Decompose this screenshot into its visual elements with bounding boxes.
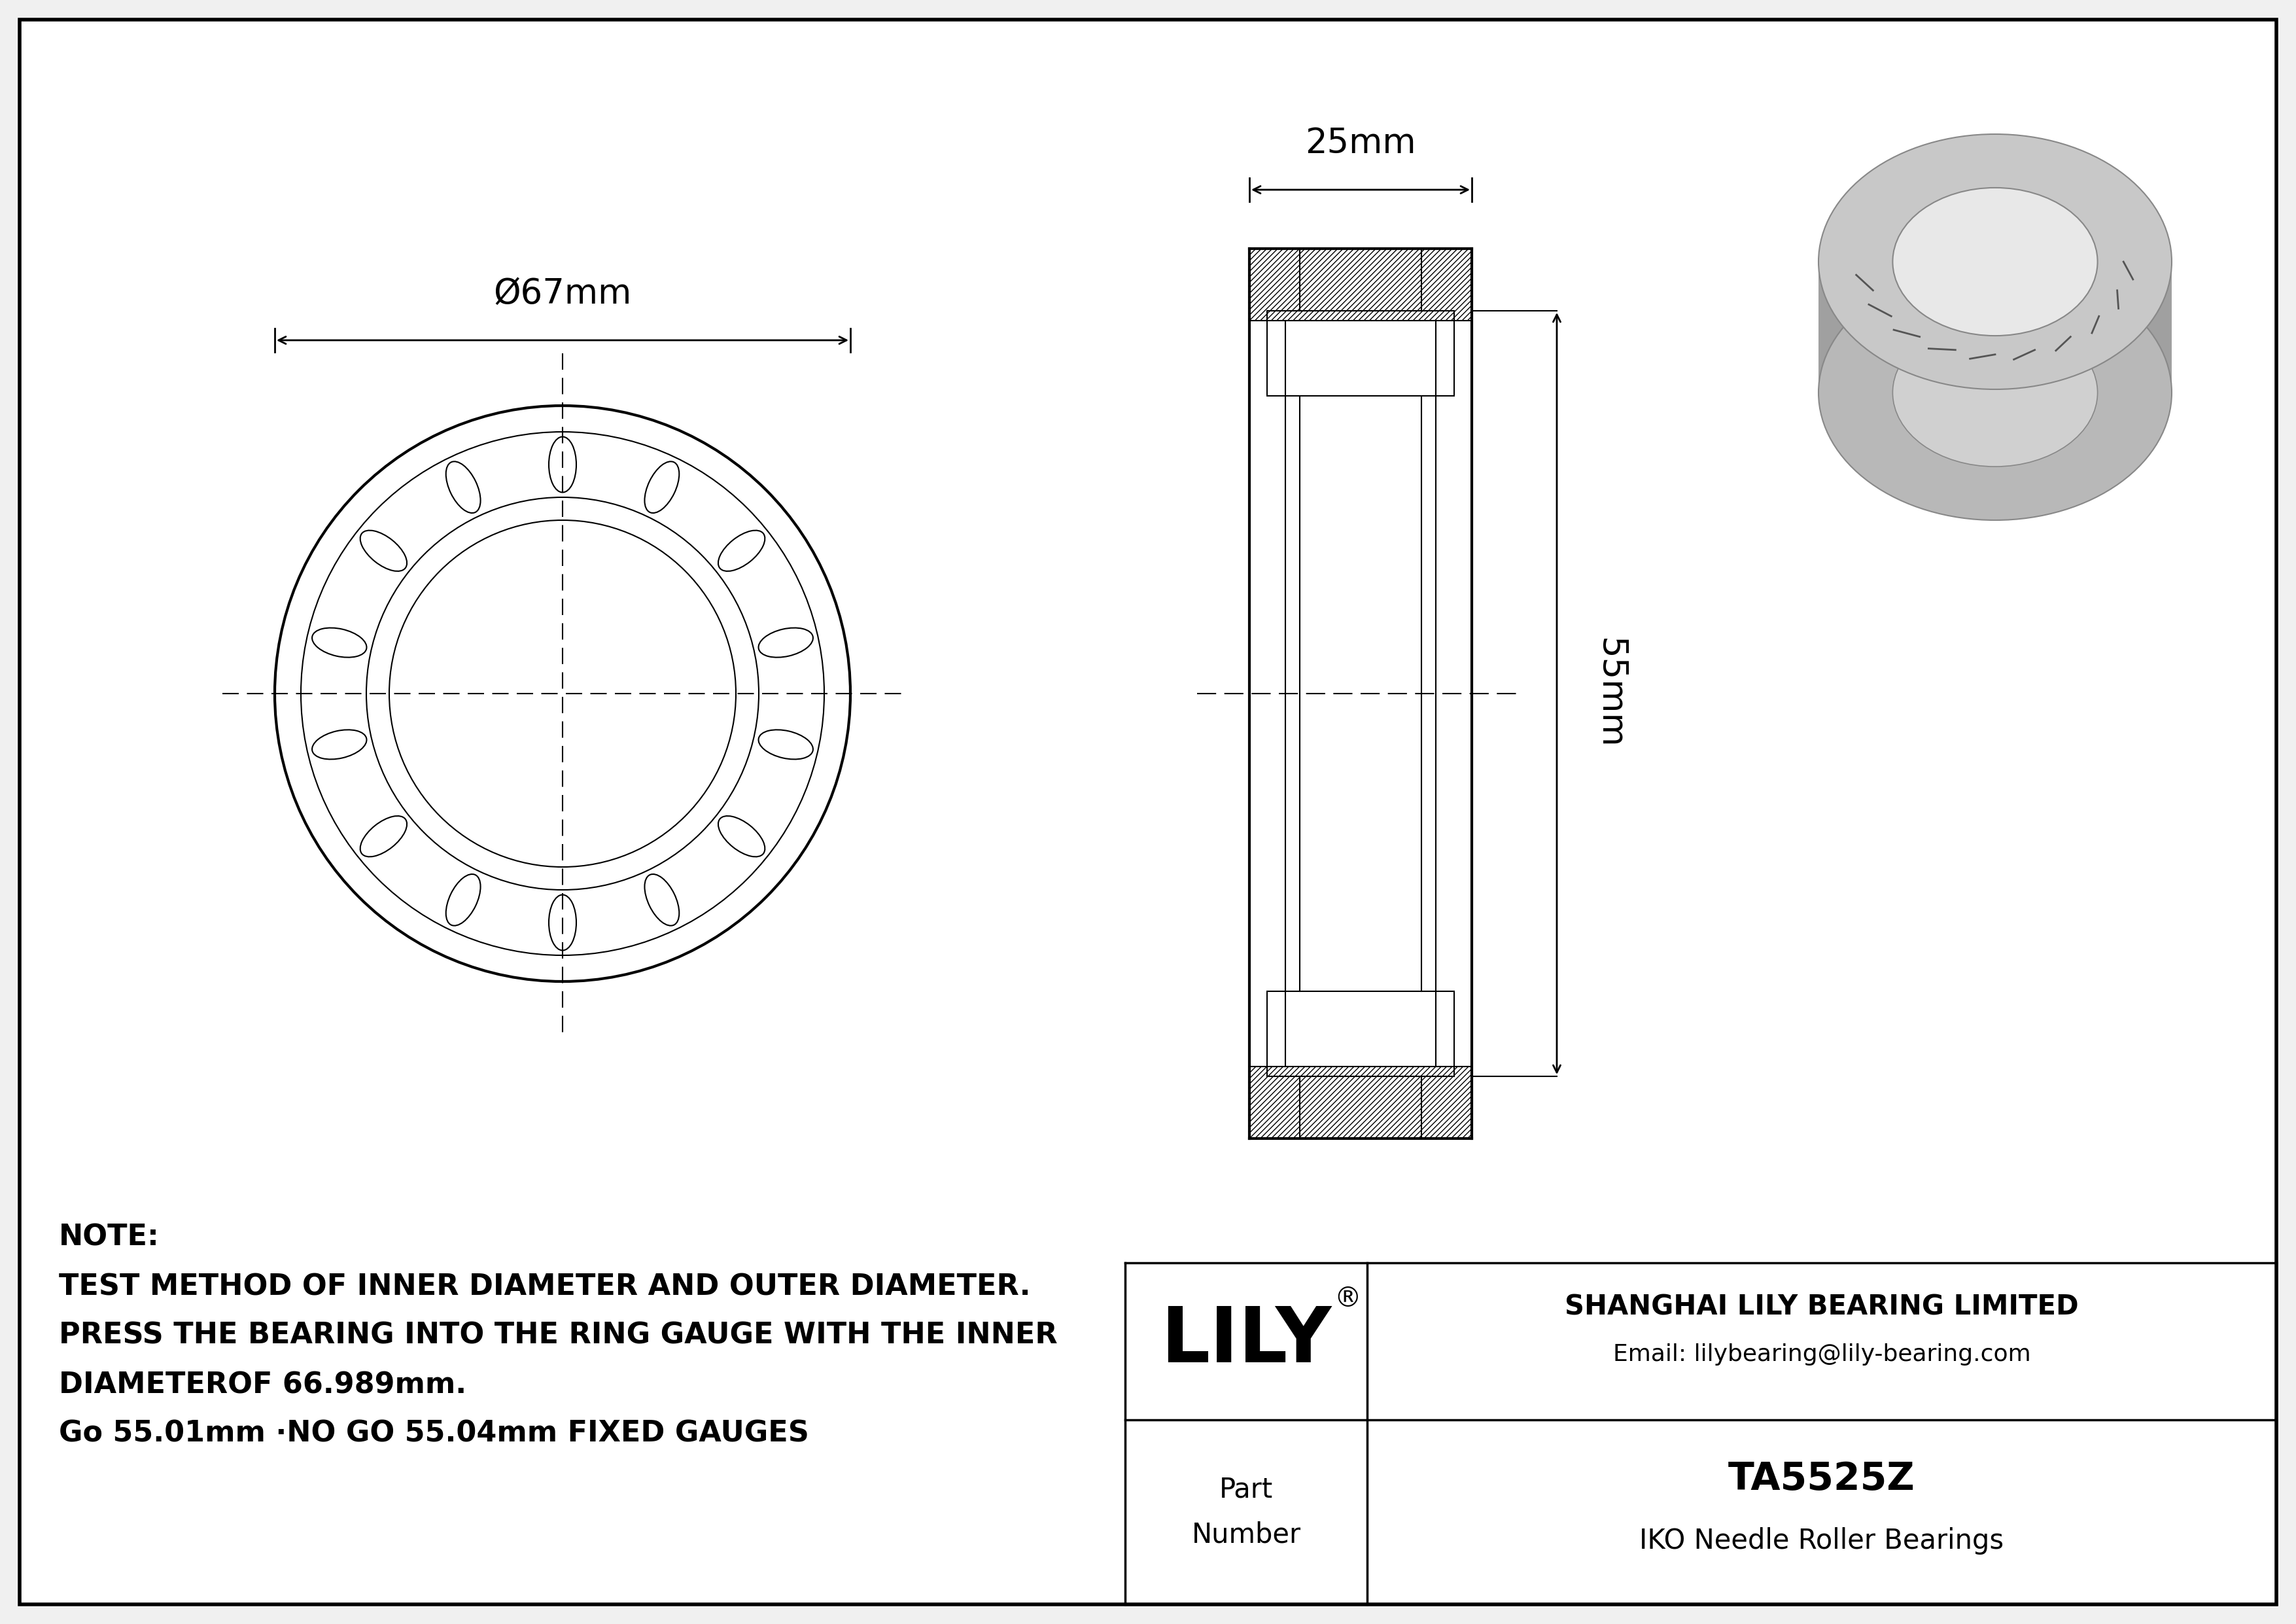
Text: IKO Needle Roller Bearings: IKO Needle Roller Bearings [1639,1527,2004,1554]
Text: 55mm: 55mm [1593,638,1628,749]
Text: Email: lilybearing@lily-bearing.com: Email: lilybearing@lily-bearing.com [1612,1343,2030,1366]
Text: Part
Number: Part Number [1192,1476,1302,1548]
Text: NOTE:: NOTE: [60,1223,158,1252]
Bar [1249,1067,1472,1138]
Text: Go 55.01mm ·NO GO 55.04mm FIXED GAUGES: Go 55.01mm ·NO GO 55.04mm FIXED GAUGES [60,1419,808,1449]
Text: LILY: LILY [1162,1304,1332,1379]
Text: TA5525Z: TA5525Z [1729,1460,1915,1497]
Text: SHANGHAI LILY BEARING LIMITED: SHANGHAI LILY BEARING LIMITED [1566,1294,2078,1320]
Ellipse shape [1818,265,2172,520]
Bar [1267,991,1453,1077]
Ellipse shape [1892,318,2099,466]
Text: 25mm: 25mm [1304,127,1417,161]
Text: DIAMETEROF 66.989mm.: DIAMETEROF 66.989mm. [60,1371,466,1398]
Ellipse shape [1818,135,2172,390]
Text: Ø67mm: Ø67mm [494,276,631,310]
Bar [1267,310,1453,396]
Ellipse shape [1892,188,2099,336]
Bar [1249,248,1472,320]
Text: PRESS THE BEARING INTO THE RING GAUGE WITH THE INNER: PRESS THE BEARING INTO THE RING GAUGE WI… [60,1322,1058,1350]
Text: TEST METHOD OF INNER DIAMETER AND OUTER DIAMETER.: TEST METHOD OF INNER DIAMETER AND OUTER … [60,1273,1031,1301]
Polygon shape [1818,135,2172,393]
Text: ®: ® [1334,1285,1362,1312]
